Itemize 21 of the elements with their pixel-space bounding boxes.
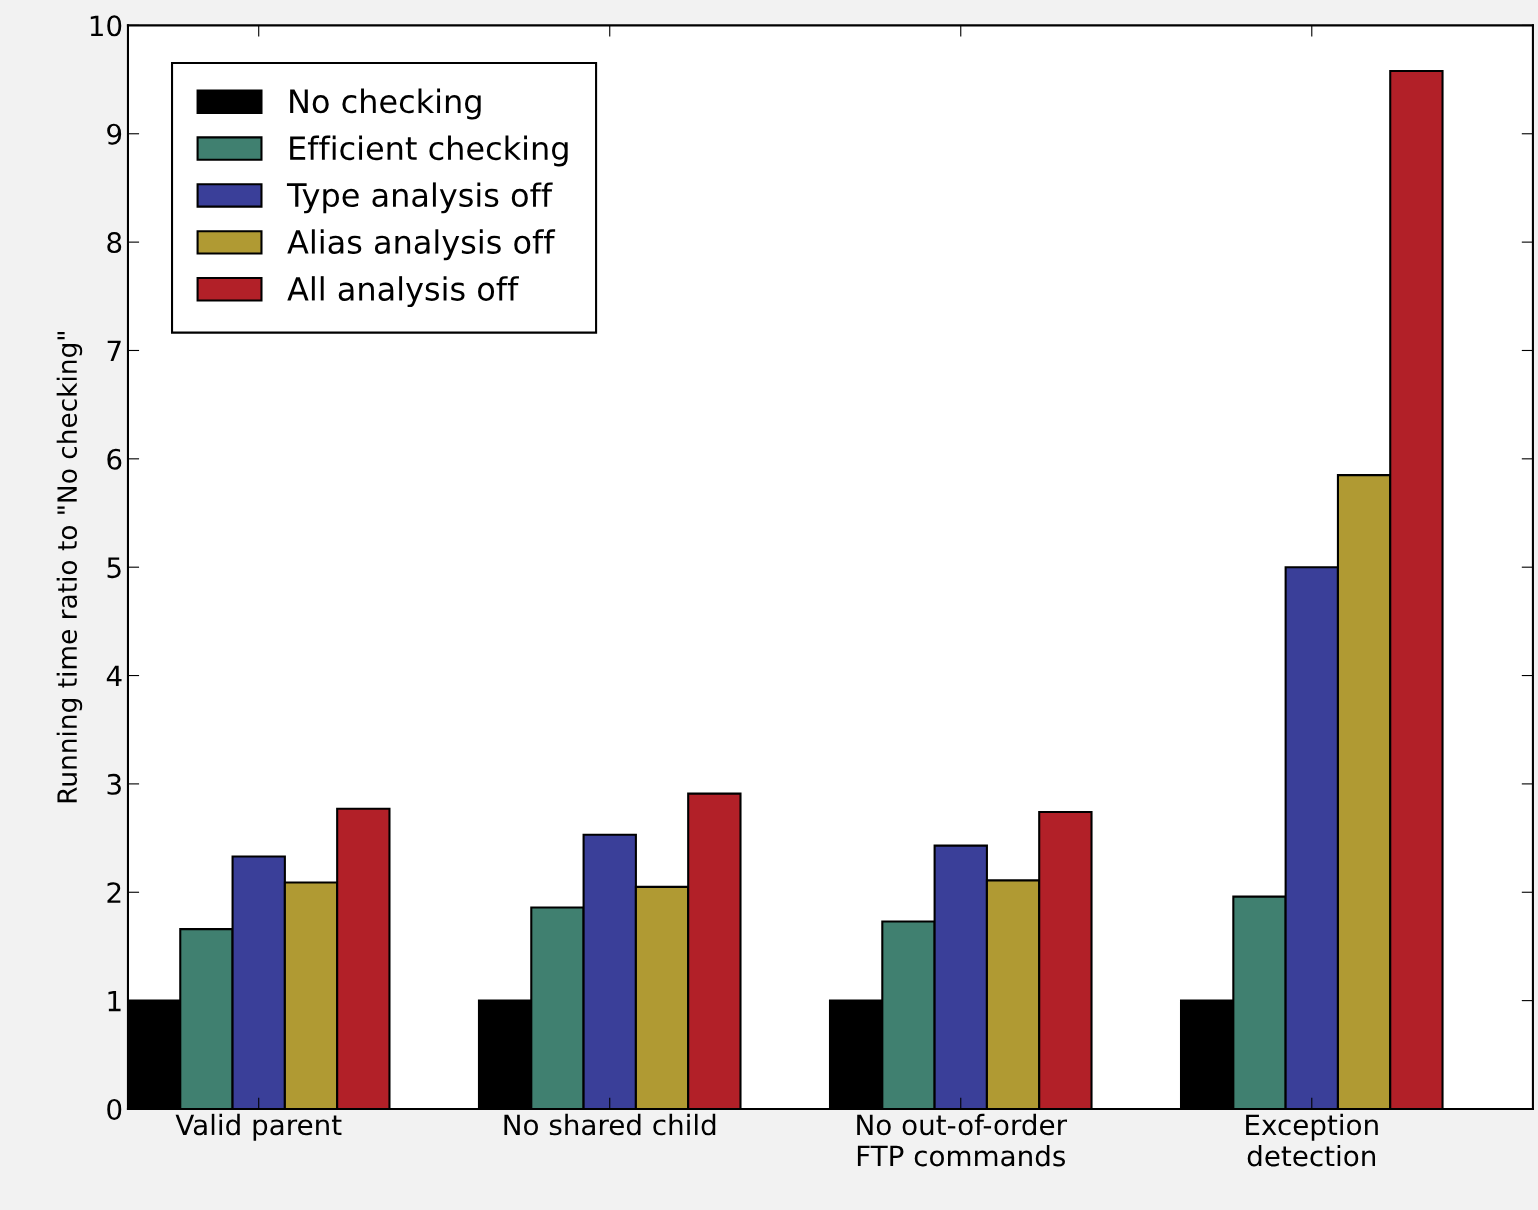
legend-label: Alias analysis off [287,229,556,261]
legend-label: Type analysis off [286,182,553,214]
y-tick-label: 9 [107,123,122,145]
x-tick-label: Exception detection [1246,1113,1378,1167]
y-tick-label: 3 [107,773,121,795]
y-tick-label: 5 [107,557,121,579]
y-axis-title: Running time ratio to "No checking" [56,332,83,803]
x-tick-label: No shared child [504,1113,716,1136]
legend-label: All analysis off [287,276,519,308]
x-tick-label: Valid parent [175,1113,342,1141]
legend-label: No checking [290,88,481,120]
x-tick-label: No out-of-order FTP commands [857,1113,1068,1167]
legend-label: Efficient checking [290,135,568,167]
y-tick-label: 1 [108,990,121,1012]
y-tick-label: 6 [107,448,122,470]
y-tick-label: 10 [90,15,122,37]
y-tick-label: 7 [107,340,121,362]
y-tick-label: 0 [107,1098,122,1120]
y-tick-label: 2 [107,882,121,903]
y-tick-label: 8 [107,232,122,254]
y-tick-label: 4 [106,665,122,687]
